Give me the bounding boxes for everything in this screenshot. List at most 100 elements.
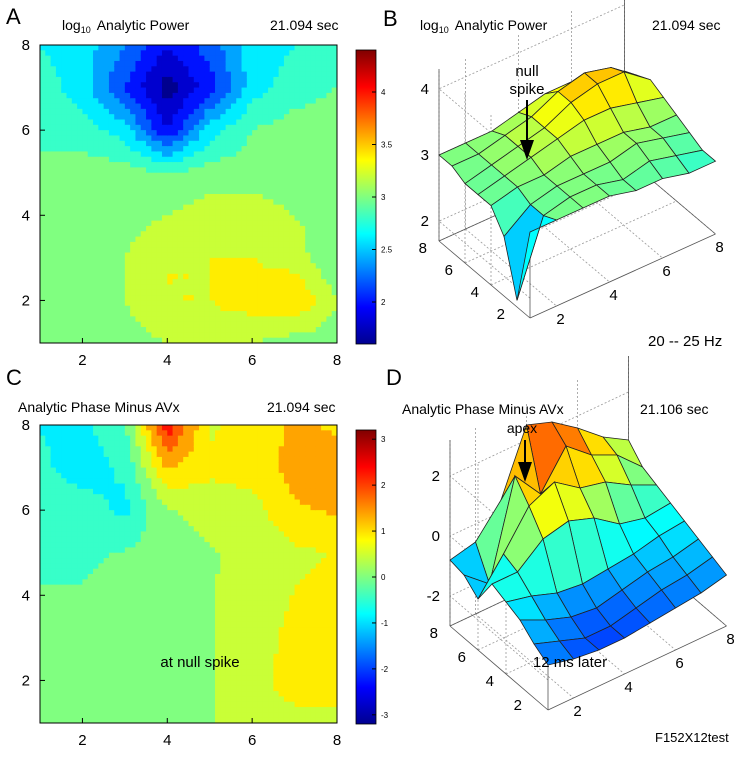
- heatmap-cell: [45, 55, 52, 62]
- heatmap-cell: [273, 87, 280, 94]
- heatmap-cell: [225, 167, 232, 174]
- heatmap-cell: [140, 717, 147, 723]
- heatmap-cell: [257, 327, 264, 333]
- heatmap-cell: [167, 462, 174, 469]
- heatmap-cell: [215, 151, 221, 158]
- heatmap-cell: [108, 536, 115, 543]
- heatmap-cell: [61, 456, 68, 463]
- heatmap-cell: [140, 632, 147, 639]
- heatmap-cell: [140, 568, 147, 575]
- heatmap-cell: [220, 263, 227, 270]
- heatmap-cell: [161, 151, 168, 158]
- heatmap-cell: [40, 478, 46, 485]
- heatmap-cell: [140, 300, 147, 307]
- heatmap-cell: [93, 151, 99, 158]
- heatmap-cell: [172, 547, 179, 554]
- heatmap-cell: [241, 130, 248, 137]
- heatmap-cell: [82, 685, 89, 692]
- heatmap-cell: [252, 241, 259, 248]
- heatmap-cell: [55, 488, 62, 495]
- heatmap-cell: [193, 98, 200, 105]
- heatmap-cell: [193, 268, 200, 275]
- heatmap-cell: [93, 653, 99, 660]
- heatmap-cell: [315, 183, 322, 190]
- heatmap-cell: [236, 247, 243, 254]
- heatmap-cell: [188, 82, 195, 89]
- heatmap-cell: [172, 653, 179, 660]
- heatmap-cell: [66, 627, 73, 634]
- heatmap-cell: [140, 71, 147, 78]
- heatmap-cell: [82, 515, 89, 522]
- heatmap-cell: [40, 563, 46, 570]
- heatmap-cell: [278, 82, 285, 89]
- heatmap-cell: [161, 236, 168, 243]
- heatmap-cell: [151, 167, 158, 174]
- heatmap-cell: [77, 284, 84, 291]
- heatmap-cell: [177, 483, 184, 490]
- heatmap-cell: [246, 215, 253, 222]
- heatmap-cell: [103, 547, 110, 554]
- heatmap-cell: [146, 589, 152, 596]
- heatmap-cell: [321, 300, 327, 307]
- heatmap-cell: [93, 252, 99, 259]
- heatmap-cell: [130, 194, 137, 200]
- heatmap-cell: [40, 130, 46, 137]
- heatmap-cell: [289, 60, 296, 67]
- heatmap-cell: [135, 257, 142, 264]
- heatmap-cell: [283, 103, 290, 110]
- heatmap-cell: [161, 188, 168, 195]
- heatmap-cell: [124, 440, 131, 447]
- heatmap-cell: [50, 220, 57, 227]
- heatmap-cell: [108, 114, 115, 121]
- heatmap-cell: [167, 146, 174, 153]
- heatmap-cell: [331, 162, 337, 168]
- heatmap-cell: [114, 664, 121, 671]
- heatmap-cell: [289, 194, 296, 200]
- heatmap-cell: [331, 188, 337, 195]
- heatmap-cell: [161, 321, 168, 328]
- heatmap-cell: [204, 257, 211, 264]
- heatmap-cell: [40, 82, 46, 89]
- heatmap-cell: [215, 321, 221, 328]
- heatmap-cell: [310, 252, 317, 259]
- heatmap-cell: [140, 653, 147, 660]
- heatmap-cell: [119, 162, 126, 168]
- heatmap-cell: [177, 595, 184, 602]
- heatmap-cell: [236, 60, 243, 67]
- heatmap-cell: [103, 494, 110, 501]
- x-tick-label: 8: [715, 239, 723, 256]
- heatmap-cell: [262, 124, 269, 131]
- heatmap-cell: [82, 510, 89, 517]
- heatmap-cell: [167, 60, 174, 67]
- heatmap-cell: [55, 151, 62, 158]
- heatmap-cell: [257, 87, 264, 94]
- heatmap-cell: [119, 451, 126, 458]
- heatmap-cell: [167, 579, 174, 586]
- heatmap-cell: [193, 579, 200, 586]
- heatmap-cell: [108, 151, 115, 158]
- heatmap-cell: [130, 616, 137, 623]
- heatmap-cell: [114, 637, 121, 644]
- heatmap-cell: [268, 183, 274, 190]
- heatmap-cell: [156, 696, 163, 703]
- heatmap-cell: [50, 140, 57, 147]
- heatmap-cell: [103, 215, 110, 222]
- heatmap-cell: [98, 579, 105, 586]
- heatmap-cell: [268, 268, 274, 275]
- heatmap-cell: [225, 199, 232, 206]
- heatmap-cell: [71, 114, 78, 121]
- heatmap-cell: [135, 241, 142, 248]
- heatmap-cell: [146, 220, 152, 227]
- heatmap-cell: [183, 156, 190, 163]
- heatmap-cell: [77, 504, 84, 511]
- heatmap-cell: [114, 494, 121, 501]
- heatmap-cell: [50, 167, 57, 174]
- heatmap-cell: [114, 279, 121, 286]
- heatmap-cell: [193, 680, 200, 687]
- heatmap-cell: [45, 316, 52, 323]
- heatmap-cell: [262, 225, 269, 232]
- heatmap-cell: [93, 707, 99, 713]
- heatmap-cell: [140, 531, 147, 538]
- heatmap-cell: [71, 204, 78, 211]
